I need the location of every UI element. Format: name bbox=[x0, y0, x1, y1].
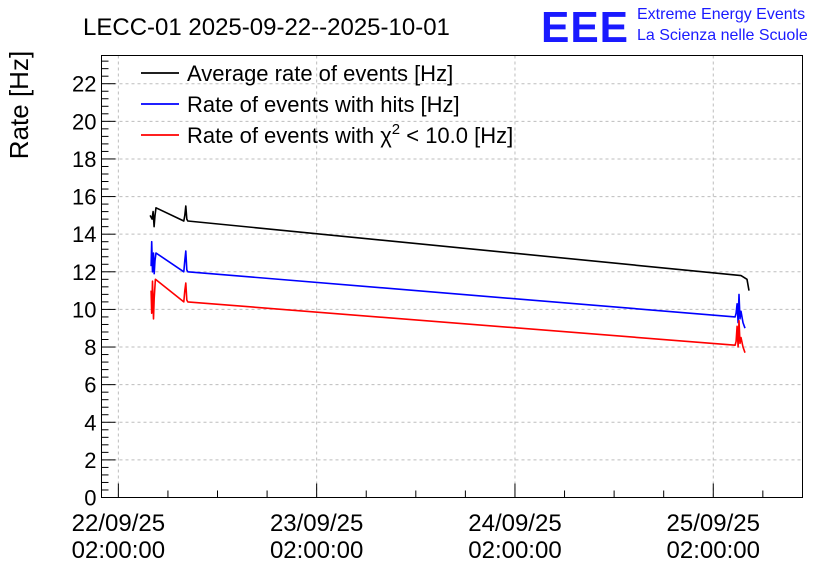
data-series bbox=[149, 205, 750, 353]
y-tick-label: 8 bbox=[84, 335, 96, 360]
legend-label-1: Average rate of events [Hz] bbox=[187, 61, 453, 86]
x-tick-label: 02:00:00 bbox=[72, 537, 165, 564]
brand-line-1: Extreme Energy Events bbox=[637, 6, 805, 23]
grid-lines bbox=[101, 55, 803, 498]
legend-label-3: Rate of events with χ2 < 10.0 [Hz] bbox=[187, 121, 513, 148]
chart-title: LECC-01 2025-09-22--2025-10-01 bbox=[83, 14, 450, 41]
brand-line-2: La Scienza nelle Scuole bbox=[637, 27, 808, 44]
y-tick-label: 12 bbox=[72, 260, 96, 285]
x-tick-label: 24/09/25 bbox=[468, 510, 561, 537]
series-line-1 bbox=[149, 205, 750, 291]
y-tick-label: 10 bbox=[72, 297, 96, 322]
series-line-3 bbox=[150, 278, 746, 353]
y-tick-label: 14 bbox=[72, 222, 96, 247]
y-tick-label: 18 bbox=[72, 147, 96, 172]
legend-label-2: Rate of events with hits [Hz] bbox=[187, 92, 460, 117]
plot-frame bbox=[101, 55, 803, 498]
axes: 024681012141618202222/09/2502:00:0023/09… bbox=[72, 60, 764, 564]
x-tick-label: 23/09/25 bbox=[270, 510, 363, 537]
y-tick-label: 16 bbox=[72, 185, 96, 210]
y-axis-label: Rate [Hz] bbox=[4, 51, 34, 159]
x-tick-label: 02:00:00 bbox=[468, 537, 561, 564]
y-tick-label: 4 bbox=[84, 410, 96, 435]
x-tick-label: 02:00:00 bbox=[270, 537, 363, 564]
series-line-2 bbox=[150, 240, 746, 329]
x-tick-label: 02:00:00 bbox=[667, 537, 760, 564]
y-tick-label: 0 bbox=[84, 486, 96, 511]
y-tick-label: 6 bbox=[84, 373, 96, 398]
eee-logo: EEE bbox=[541, 3, 629, 52]
x-tick-label: 22/09/25 bbox=[72, 510, 165, 537]
y-tick-label: 22 bbox=[72, 72, 96, 97]
y-tick-label: 20 bbox=[72, 109, 96, 134]
x-tick-label: 25/09/25 bbox=[667, 510, 760, 537]
y-tick-label: 2 bbox=[84, 448, 96, 473]
legend: Average rate of events [Hz] Rate of event… bbox=[141, 61, 513, 148]
